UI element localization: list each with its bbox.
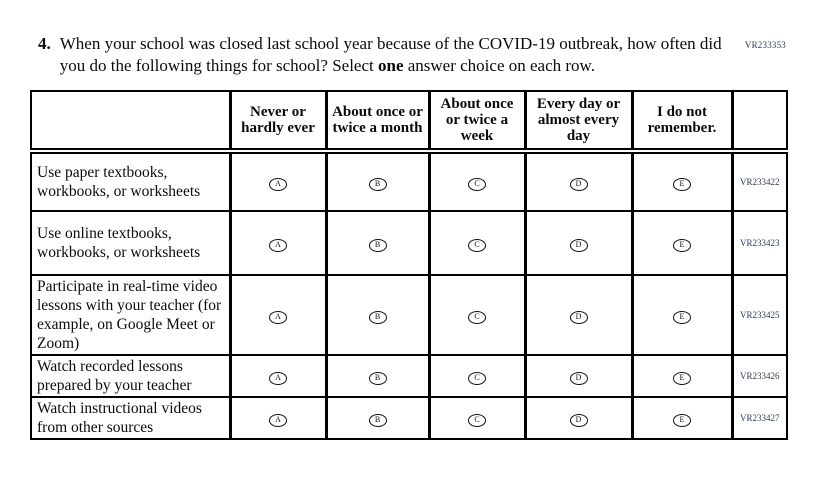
option-cell-c[interactable]: C [427, 150, 526, 212]
row-label: Watch instructional videos from other so… [30, 396, 231, 440]
row-label: Use online textbooks, workbooks, or work… [30, 210, 231, 276]
row-label: Use paper textbooks, workbooks, or works… [30, 150, 231, 212]
question-text-before: When your school was closed last school … [59, 34, 722, 75]
row-label: Watch recorded lessons prepared by your … [30, 354, 231, 398]
option-cell-e[interactable]: E [630, 354, 733, 398]
option-cell-e[interactable]: E [630, 150, 733, 212]
answer-bubble-d[interactable]: D [569, 372, 588, 385]
answer-bubble-a[interactable]: A [269, 414, 287, 427]
answer-bubble-c[interactable]: C [468, 372, 486, 385]
answer-bubble-a[interactable]: A [269, 239, 287, 252]
option-cell-b[interactable]: B [324, 354, 430, 398]
option-cell-a[interactable]: A [228, 396, 327, 440]
answer-bubble-d[interactable]: D [569, 414, 588, 427]
question-bold-word: one [377, 56, 404, 75]
question-text: When your school was closed last school … [60, 33, 740, 77]
answer-bubble-c[interactable]: C [468, 178, 486, 191]
row-variable-code: VR233423 [730, 210, 788, 276]
header-col-not-remember: I do not remember. [630, 90, 733, 154]
option-cell-a[interactable]: A [228, 274, 327, 356]
table-row-recorded-lessons: Watch recorded lessons prepared by your … [30, 354, 788, 398]
row-variable-code: VR233427 [730, 396, 788, 440]
row-variable-code: VR233425 [730, 274, 788, 356]
header-col-never: Never or hardly ever [228, 90, 327, 154]
question-text-after: answer choice on each row. [403, 56, 595, 75]
option-cell-e[interactable]: E [630, 274, 733, 356]
option-cell-b[interactable]: B [324, 210, 430, 276]
answer-bubble-a[interactable]: A [269, 178, 287, 191]
answer-bubble-b[interactable]: B [368, 311, 387, 324]
option-cell-d[interactable]: D [523, 150, 633, 212]
option-cell-b[interactable]: B [324, 150, 430, 212]
table-row-online-textbooks: Use online textbooks, workbooks, or work… [30, 210, 788, 276]
option-cell-d[interactable]: D [523, 210, 633, 276]
answer-bubble-d[interactable]: D [569, 178, 588, 191]
option-cell-c[interactable]: C [427, 354, 526, 398]
form-variable-code: VR233353 [744, 40, 786, 50]
header-blank-code [730, 90, 788, 154]
answer-bubble-b[interactable]: B [368, 178, 387, 191]
header-row: Never or hardly ever About once or twice… [30, 90, 788, 154]
answer-bubble-e[interactable]: E [673, 372, 691, 385]
response-grid: Never or hardly ever About once or twice… [30, 90, 788, 440]
header-blank-label [30, 90, 231, 154]
option-cell-a[interactable]: A [228, 150, 327, 212]
answer-bubble-e[interactable]: E [673, 311, 691, 324]
row-variable-code: VR233426 [730, 354, 788, 398]
option-cell-e[interactable]: E [630, 396, 733, 440]
row-label: Participate in real-time video lessons w… [30, 274, 231, 356]
option-cell-e[interactable]: E [630, 210, 733, 276]
answer-bubble-b[interactable]: B [368, 372, 387, 385]
option-cell-b[interactable]: B [324, 396, 430, 440]
option-cell-c[interactable]: C [427, 274, 526, 356]
question-block: 4. When your school was closed last scho… [38, 33, 773, 77]
answer-bubble-a[interactable]: A [269, 372, 287, 385]
answer-bubble-c[interactable]: C [468, 239, 486, 252]
option-cell-a[interactable]: A [228, 354, 327, 398]
option-cell-d[interactable]: D [523, 274, 633, 356]
answer-bubble-d[interactable]: D [569, 311, 588, 324]
questionnaire-page: { "page": { "corner_code": "VR233353" },… [0, 33, 813, 494]
table-row-realtime-video-lessons: Participate in real-time video lessons w… [30, 274, 788, 356]
question-number: 4. [38, 34, 51, 53]
option-cell-c[interactable]: C [427, 396, 526, 440]
answer-bubble-e[interactable]: E [673, 178, 691, 191]
answer-bubble-e[interactable]: E [673, 239, 691, 252]
header-col-once-twice-week: About once or twice a week [427, 90, 526, 154]
header-col-once-twice-month: About once or twice a month [324, 90, 430, 154]
table-row-instructional-videos: Watch instructional videos from other so… [30, 396, 788, 440]
answer-bubble-c[interactable]: C [468, 414, 486, 427]
option-cell-b[interactable]: B [324, 274, 430, 356]
option-cell-d[interactable]: D [523, 354, 633, 398]
header-col-every-day: Every day or almost every day [523, 90, 633, 154]
answer-bubble-b[interactable]: B [368, 414, 387, 427]
option-cell-d[interactable]: D [523, 396, 633, 440]
row-variable-code: VR233422 [730, 150, 788, 212]
option-cell-c[interactable]: C [427, 210, 526, 276]
option-cell-a[interactable]: A [228, 210, 327, 276]
answer-bubble-d[interactable]: D [569, 239, 588, 252]
answer-bubble-e[interactable]: E [673, 414, 691, 427]
answer-bubble-b[interactable]: B [368, 239, 387, 252]
answer-bubble-c[interactable]: C [468, 311, 486, 324]
answer-bubble-a[interactable]: A [269, 311, 287, 324]
table-row-paper-textbooks: Use paper textbooks, workbooks, or works… [30, 150, 788, 212]
